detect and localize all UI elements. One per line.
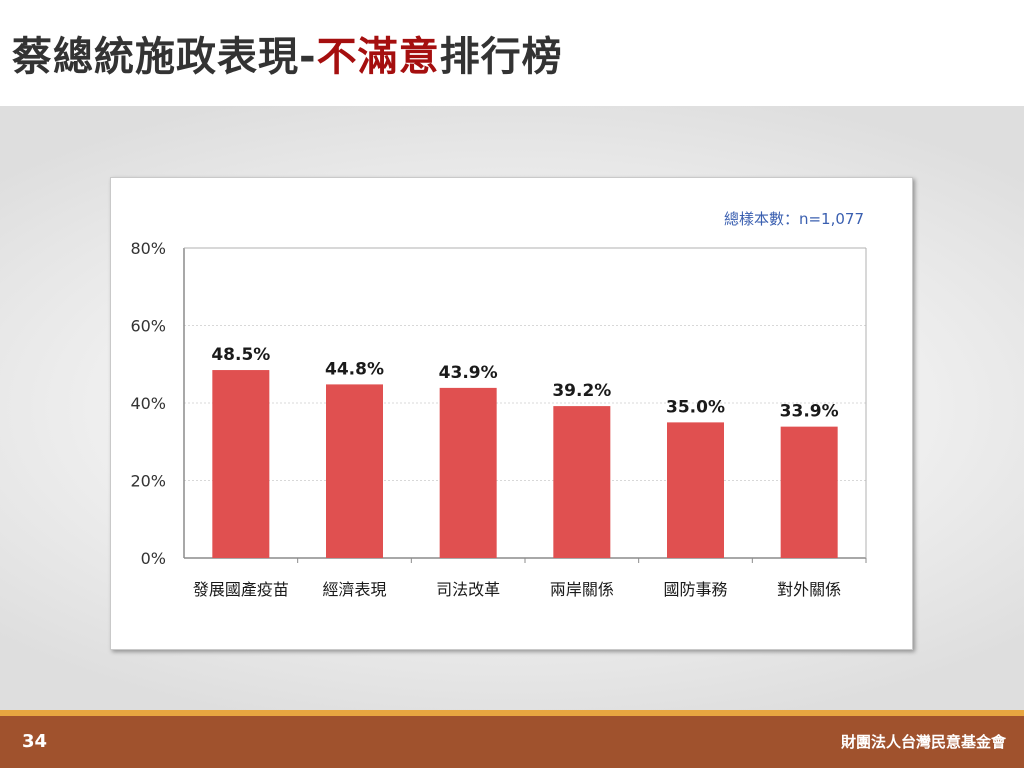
bar-value-label: 33.9% [780, 402, 839, 422]
y-tick-label: 0% [141, 549, 166, 568]
x-category-label: 國防事務 [663, 580, 727, 599]
bar [780, 426, 838, 558]
sample-size-note: 總樣本數：n=1,077 [724, 210, 864, 228]
x-category-label: 經濟表現 [322, 580, 386, 599]
y-tick-label: 20% [130, 472, 166, 491]
title-prefix: 蔡總統施政表現- [12, 34, 317, 80]
slide-title: 蔡總統施政表現-不滿意排行榜 [12, 24, 563, 82]
title-accent: 不滿意 [316, 34, 440, 80]
bar [326, 384, 383, 558]
bar [439, 387, 497, 558]
organization-name: 財團法人台灣民意基金會 [840, 733, 1006, 751]
bar-value-label: 48.5% [211, 345, 270, 365]
bar-value-label: 39.2% [552, 381, 611, 401]
bar [212, 370, 270, 558]
y-tick-label: 40% [130, 394, 166, 413]
bar-value-label: 44.8% [325, 359, 384, 379]
bar-chart: 總樣本數：n=1,077 0% 20% 40% 60% 80% 48.5% 發展國產疫苗 44.… [130, 210, 867, 599]
x-category-label: 兩岸關係 [550, 580, 614, 599]
y-tick-label: 60% [130, 317, 166, 336]
x-category-label: 對外關係 [777, 580, 841, 599]
bar [667, 422, 724, 558]
footer: 34 財團法人台灣民意基金會 [0, 716, 1024, 768]
footer-accent-line [0, 710, 1024, 716]
bar-value-label: 43.9% [439, 363, 498, 383]
title-bar: 蔡總統施政表現-不滿意排行榜 [0, 0, 1024, 106]
page-number: 34 [22, 731, 48, 752]
bar-value-label: 35.0% [666, 397, 725, 417]
x-category-label: 司法改革 [436, 580, 500, 599]
bar [553, 406, 611, 558]
x-category-label: 發展國產疫苗 [193, 580, 289, 599]
chart-card: 總樣本數：n=1,077 0% 20% 40% 60% 80% 48.5% 發展國產疫苗 44.… [110, 177, 913, 650]
y-tick-label: 80% [130, 239, 166, 258]
title-suffix: 排行榜 [439, 34, 563, 80]
